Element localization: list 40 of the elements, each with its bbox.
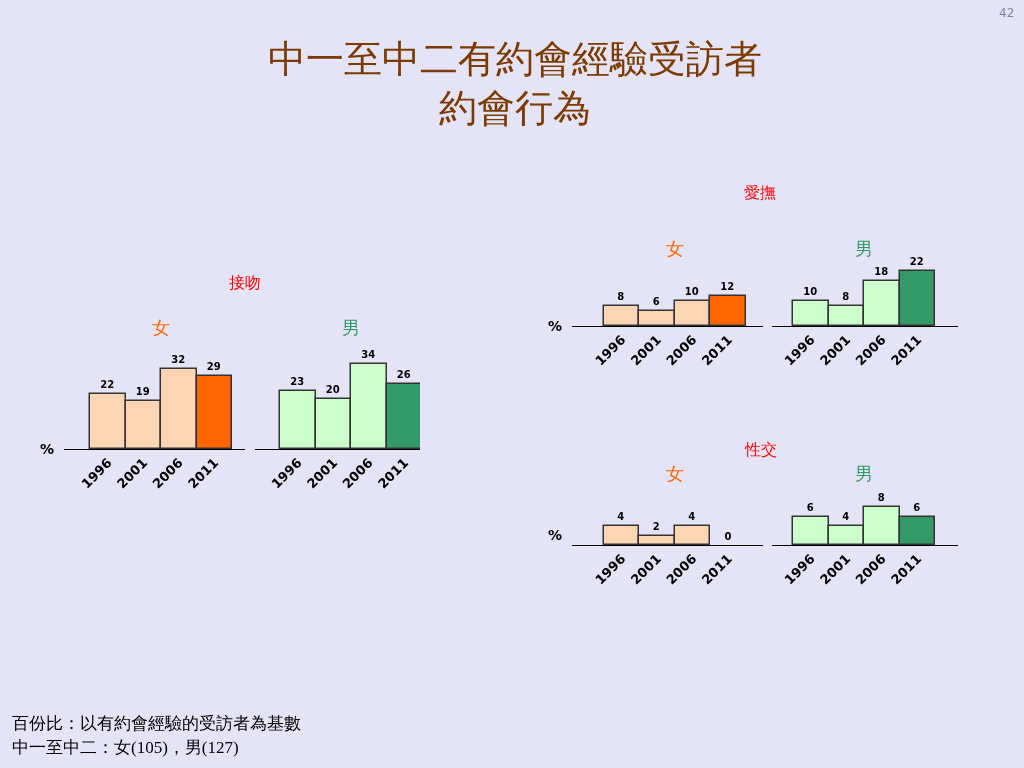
chart-title: 男 [855,238,873,259]
data-label: 32 [171,354,186,366]
chart-title: 女 [666,238,684,259]
y-axis-title: % [40,441,55,457]
data-label: 19 [135,386,150,398]
data-label: 4 [688,511,696,523]
data-label: 22 [100,379,115,391]
data-label: 10 [803,286,818,298]
y-axis-title: % [548,527,563,543]
data-label: 23 [290,376,305,388]
data-label: 29 [206,361,221,373]
text: 中一至中二有約會經驗受訪者約會行為 [268,37,762,131]
data-label: 0 [724,531,732,542]
data-label: 6 [913,502,921,514]
data-label: 10 [684,286,699,298]
data-label: 12 [720,281,735,293]
data-label: 8 [842,291,850,303]
text: 性交 [744,440,777,459]
data-label: 18 [874,266,889,278]
data-label: 34 [361,349,376,361]
data-label: 26 [396,369,411,381]
data-label: 4 [842,511,850,523]
data-label: 20 [325,384,340,396]
data-label: 4 [617,511,625,523]
data-label: 6 [806,502,814,514]
data-label: 8 [877,492,885,504]
chart-title: 男 [855,463,873,484]
chart-title: 男 [342,317,360,338]
text: 中一至中二：女(105)，男(127) [12,738,239,757]
text: 接吻 [229,273,261,292]
y-axis-title: % [548,318,563,334]
data-label: 8 [617,291,625,303]
text: 42 [999,6,1015,20]
data-label: 2 [652,521,660,533]
chart-title: 女 [666,463,684,484]
data-label: 22 [909,256,924,268]
text: 愛撫 [744,183,776,202]
data-label: 6 [652,296,660,308]
text: 百份比：以有約會經驗的受訪者為基數 [12,714,301,733]
chart-title: 女 [152,317,170,338]
